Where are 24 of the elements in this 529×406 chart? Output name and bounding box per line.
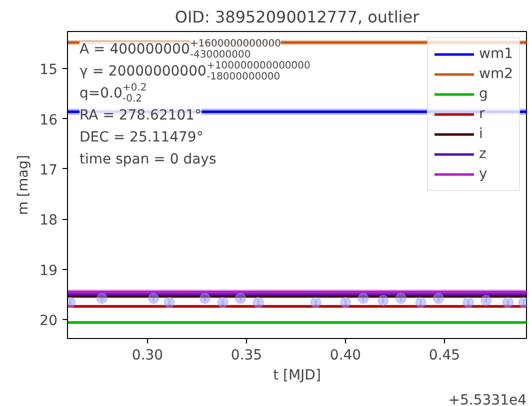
legend-label: wm1: [479, 46, 513, 62]
x-tick-label: 0.45: [428, 348, 460, 364]
y-tick-label: 20: [40, 312, 58, 329]
legend-label: r: [479, 106, 486, 122]
x-tick-label: 0.40: [330, 348, 362, 364]
annotation: DEC = 25.11479°: [80, 130, 204, 146]
x-tick-label: 0.35: [230, 348, 262, 364]
x-tick-label: 0.30: [132, 348, 164, 364]
legend-label: y: [479, 166, 488, 182]
legend-label: g: [479, 86, 489, 102]
y-tick-label: 15: [40, 62, 58, 78]
y-tick-label: 16: [40, 112, 58, 128]
text: +5.5331e4: [448, 392, 527, 406]
y-tick-label: 19: [40, 262, 58, 279]
annotation: time span = 0 days: [80, 152, 216, 168]
legend-label: z: [479, 146, 488, 162]
legend-label: wm2: [479, 66, 513, 82]
y-tick-label: 18: [40, 212, 58, 229]
annotation: RA = 278.62101°: [80, 108, 202, 124]
legend-label: i: [479, 126, 484, 142]
chart-title: OID: 38952090012777, outlier: [174, 8, 420, 26]
y-axis-title: m [mag]: [16, 154, 32, 216]
x-axis-title: t [MJD]: [273, 368, 321, 384]
y-tick-label: 17: [40, 162, 58, 178]
